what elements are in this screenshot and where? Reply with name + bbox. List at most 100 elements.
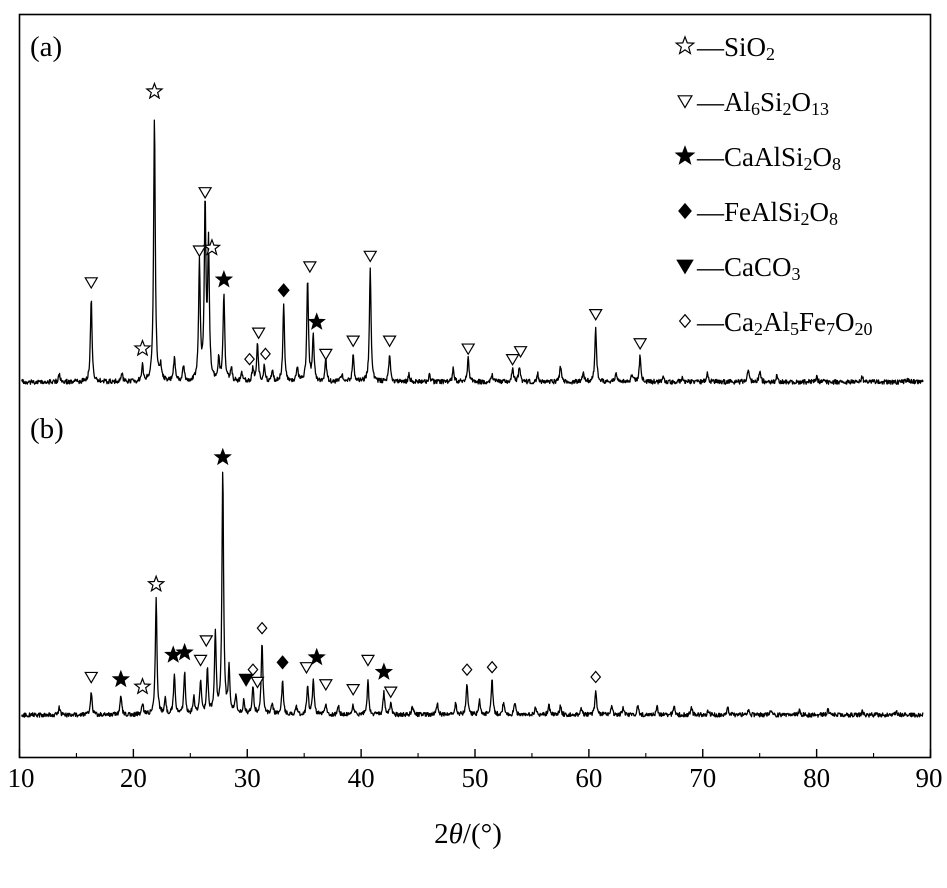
legend-dash: — xyxy=(696,307,725,337)
phase-marker-caalsi2o8 xyxy=(307,647,326,666)
legend-marker-fealsi2o8 xyxy=(678,202,692,220)
phase-marker-caalsi2o8 xyxy=(307,312,326,330)
phase-marker-al6si2o13 xyxy=(513,346,528,359)
phase-marker-ca2al5fe7o20 xyxy=(590,670,602,684)
phase-marker-al6si2o13 xyxy=(250,676,265,689)
legend-text: O xyxy=(813,142,833,172)
phase-marker-al6si2o13 xyxy=(318,348,333,361)
phase-marker-caalsi2o8 xyxy=(374,662,394,680)
legend-text: O xyxy=(792,87,812,117)
legend-text: Fe xyxy=(799,307,826,337)
legend-label-ca2al5fe7o20: —Ca2Al5Fe7O20 xyxy=(696,307,873,339)
legend-dash: — xyxy=(696,87,725,117)
panel-label-b: (b) xyxy=(30,413,64,445)
legend-label-sio2: —SiO2 xyxy=(696,32,775,64)
phase-marker-caalsi2o8 xyxy=(213,447,232,466)
legend-label-caalsi2o8: —CaAlSi2O8 xyxy=(696,142,841,174)
legend-subscript: 8 xyxy=(829,209,838,229)
legend: —SiO2—Al6Si2O13—CaAlSi2O8—FeAlSi2O8—CaCO… xyxy=(674,32,873,339)
phase-marker-al6si2o13 xyxy=(302,261,317,274)
legend-item-caalsi2o8: —CaAlSi2O8 xyxy=(674,142,841,174)
phase-marker-caco3 xyxy=(238,673,254,687)
legend-marker-al6si2o13 xyxy=(677,95,693,109)
legend-label-al6si2o13: —Al6Si2O13 xyxy=(696,87,829,119)
phase-marker-al6si2o13 xyxy=(251,327,266,340)
legend-subscript: 20 xyxy=(855,319,873,339)
phase-markers-a xyxy=(84,81,648,367)
legend-label-caco3: —CaCO3 xyxy=(696,252,801,284)
phase-marker-sio2 xyxy=(145,81,164,100)
legend-text: Ca xyxy=(724,307,754,337)
legend-marker-ca2al5fe7o20 xyxy=(678,313,692,329)
x-tick-label: 10 xyxy=(8,763,35,793)
phase-marker-ca2al5fe7o20 xyxy=(260,347,271,361)
phase-marker-caalsi2o8 xyxy=(111,669,131,688)
legend-item-sio2: —SiO2 xyxy=(674,32,775,64)
x-axis: 10 20 30 40 50 60 70 80 90 xyxy=(8,749,943,793)
phase-marker-sio2 xyxy=(202,238,222,256)
legend-text: O xyxy=(835,307,855,337)
legend-text: Al xyxy=(724,87,751,117)
phase-marker-al6si2o13 xyxy=(318,679,333,692)
phase-marker-al6si2o13 xyxy=(84,671,99,684)
phase-marker-ca2al5fe7o20 xyxy=(244,352,255,366)
legend-subscript: 8 xyxy=(832,154,841,174)
x-tick-label: 60 xyxy=(575,763,602,793)
phase-marker-al6si2o13 xyxy=(198,187,213,200)
legend-dash: — xyxy=(696,32,725,62)
x-axis-title: 2θ/(°) xyxy=(434,818,502,850)
phase-markers-b xyxy=(84,447,602,699)
legend-text: FeAlSi xyxy=(724,197,801,227)
legend-subscript: 13 xyxy=(811,99,829,119)
phase-marker-al6si2o13 xyxy=(84,277,99,290)
phase-marker-al6si2o13 xyxy=(193,654,208,667)
x-tick-label: 40 xyxy=(348,763,375,793)
xrd-line-a xyxy=(21,119,924,385)
x-axis-title-part: 2 xyxy=(434,818,449,850)
legend-text: O xyxy=(747,32,767,62)
phase-marker-caalsi2o8 xyxy=(214,270,234,288)
legend-subscript: 2 xyxy=(804,154,813,174)
pattern-b xyxy=(21,447,924,718)
legend-text: O xyxy=(810,197,830,227)
phase-marker-caalsi2o8 xyxy=(175,642,194,661)
legend-subscript: 2 xyxy=(754,319,763,339)
x-axis-title-theta: θ xyxy=(449,818,463,850)
phase-marker-al6si2o13 xyxy=(299,662,314,675)
pattern-a xyxy=(21,81,924,385)
phase-marker-al6si2o13 xyxy=(199,635,214,648)
legend-marker-caco3 xyxy=(676,259,694,275)
legend-subscript: 3 xyxy=(792,264,801,284)
legend-text: CaAlSi xyxy=(724,142,804,172)
legend-text: Si xyxy=(724,32,747,62)
xrd-line-b xyxy=(21,471,924,718)
phase-marker-ca2al5fe7o20 xyxy=(256,621,268,635)
phase-marker-al6si2o13 xyxy=(346,335,361,348)
phase-marker-sio2 xyxy=(133,338,152,357)
panel-label-a: (a) xyxy=(30,31,62,63)
legend-subscript: 7 xyxy=(826,319,835,339)
legend-subscript: 6 xyxy=(751,99,760,119)
phase-marker-al6si2o13 xyxy=(588,309,603,321)
phase-marker-al6si2o13 xyxy=(192,245,207,258)
x-tick-label: 70 xyxy=(689,763,716,793)
legend-subscript: 2 xyxy=(783,99,792,119)
x-tick-label: 80 xyxy=(803,763,830,793)
phase-marker-sio2 xyxy=(146,574,166,593)
x-tick-label: 30 xyxy=(234,763,261,793)
phase-marker-caalsi2o8 xyxy=(164,645,183,663)
phase-marker-al6si2o13 xyxy=(505,354,520,367)
phase-marker-al6si2o13 xyxy=(461,343,476,356)
legend-dash: — xyxy=(696,142,725,172)
legend-label-fealsi2o8: —FeAlSi2O8 xyxy=(696,197,838,229)
phase-marker-al6si2o13 xyxy=(633,338,648,351)
phase-marker-ca2al5fe7o20 xyxy=(461,663,473,677)
phase-marker-fealsi2o8 xyxy=(276,655,289,670)
phase-marker-al6si2o13 xyxy=(360,654,376,667)
x-tick-label: 50 xyxy=(462,763,489,793)
x-axis-title-unit: /(°) xyxy=(463,818,502,850)
legend-subscript: 2 xyxy=(801,209,810,229)
phase-marker-al6si2o13 xyxy=(363,250,378,263)
plot-frame xyxy=(18,13,932,759)
